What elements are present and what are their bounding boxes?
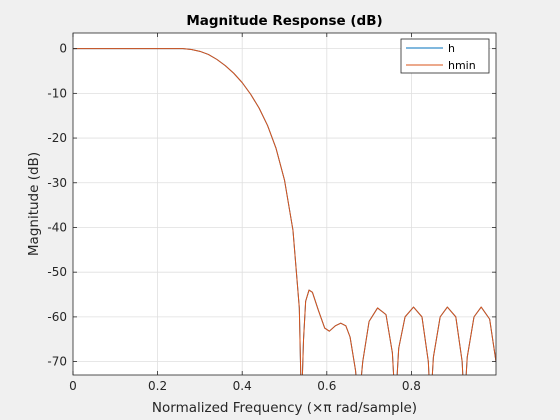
y-tick-label: -60	[47, 310, 67, 324]
y-tick-label: -70	[47, 355, 67, 369]
y-tick-label: -20	[47, 131, 67, 145]
ticks	[72, 33, 496, 375]
x-tick-label: 0.4	[233, 379, 252, 393]
chart-title: Magnitude Response (dB)	[186, 13, 382, 29]
plot-frame	[72, 32, 497, 376]
y-tick-label: 0	[59, 42, 67, 56]
legend-box	[400, 38, 490, 74]
legend-label-h: h	[448, 42, 455, 55]
series-line-hmin	[73, 48, 496, 375]
series-group	[73, 48, 496, 375]
x-tick-label: 0.6	[317, 379, 336, 393]
y-tick-label: -40	[47, 220, 67, 234]
x-tick-label: 0.2	[148, 379, 167, 393]
legend-label-hmin: hmin	[448, 59, 476, 72]
y-tick-label: -10	[47, 86, 67, 100]
legend[interactable]: h hmin	[400, 38, 490, 74]
x-tick-label: 0	[69, 379, 77, 393]
y-tick-label: -50	[47, 265, 67, 279]
tick-labels: 0 0.2 0.4 0.6 0.8 0 -10 -20 -30 -40 -50 -60 -70	[47, 42, 421, 393]
x-axis-label: Normalized Frequency (×π rad/sample)	[152, 400, 417, 416]
plot-area	[73, 33, 496, 375]
y-axis-label: Magnitude (dB)	[26, 152, 42, 256]
x-tick-label: 0.8	[402, 379, 421, 393]
grid	[73, 33, 496, 375]
y-tick-label: -30	[47, 176, 67, 190]
